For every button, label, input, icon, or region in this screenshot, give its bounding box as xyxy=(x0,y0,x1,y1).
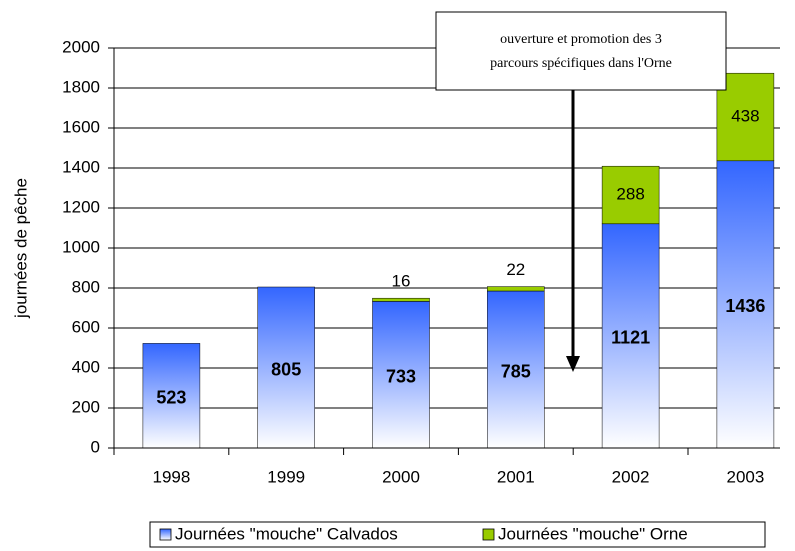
arrow-head xyxy=(566,356,580,372)
annotation-text: ouverture et promotion des 3 xyxy=(500,32,662,47)
y-tick-label: 1400 xyxy=(62,157,100,176)
data-label: 16 xyxy=(392,272,411,291)
bar-segment xyxy=(372,297,430,302)
y-tick-label: 1000 xyxy=(62,237,100,256)
x-tick-label: 1998 xyxy=(152,467,190,486)
annotation-text: parcours spécifiques dans l'Orne xyxy=(490,56,672,71)
legend-box xyxy=(149,521,766,548)
legend-label: Journées "mouche" Orne xyxy=(498,524,688,543)
data-label: 805 xyxy=(271,359,301,379)
bar-segment xyxy=(601,165,660,225)
y-tick-label: 0 xyxy=(91,437,100,456)
bar-segment xyxy=(372,301,430,449)
y-tick-label: 600 xyxy=(72,317,100,336)
x-tick-label: 2001 xyxy=(497,467,535,486)
data-label: 733 xyxy=(386,366,416,386)
data-label: 22 xyxy=(506,260,525,279)
y-tick-label: 200 xyxy=(72,397,100,416)
legend-swatch xyxy=(482,528,495,541)
data-label: 523 xyxy=(156,387,186,407)
bar-segment xyxy=(142,343,201,449)
y-tick-label: 1600 xyxy=(62,117,100,136)
data-label: 785 xyxy=(501,361,531,381)
y-axis-label: journées de pêche xyxy=(11,178,30,319)
annotation-box xyxy=(435,11,727,91)
data-label: 1436 xyxy=(725,296,765,316)
bar-segment xyxy=(487,290,545,449)
y-tick-label: 1200 xyxy=(62,197,100,216)
data-label: 1121 xyxy=(611,328,650,348)
y-tick-label: 800 xyxy=(72,277,100,296)
legend-label: Journées "mouche" Calvados xyxy=(175,524,398,543)
data-label: 288 xyxy=(616,184,644,203)
y-tick-label: 400 xyxy=(72,357,100,376)
bar-segment xyxy=(257,286,315,449)
x-tick-label: 2000 xyxy=(382,467,420,486)
data-label: 438 xyxy=(731,106,759,125)
x-tick-label: 2003 xyxy=(726,467,764,486)
legend-swatch xyxy=(159,528,172,541)
x-tick-label: 2002 xyxy=(612,467,650,486)
bar-segment xyxy=(716,160,775,449)
x-tick-label: 1999 xyxy=(267,467,305,486)
bar-segment xyxy=(487,286,545,292)
y-tick-label: 1800 xyxy=(62,77,100,96)
y-tick-label: 2000 xyxy=(62,37,100,56)
